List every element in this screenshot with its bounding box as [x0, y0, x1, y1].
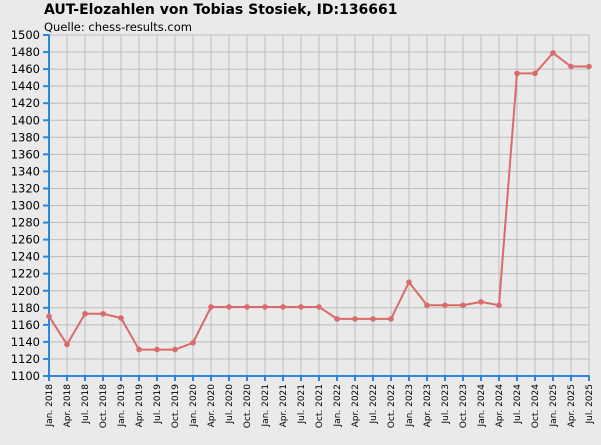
xtick-label: Jul. 2025: [585, 384, 595, 425]
ytick-label: 1140: [11, 335, 40, 349]
data-point: [172, 346, 178, 353]
xtick-label: Jul. 2022: [369, 384, 379, 425]
xtick-label: Jan. 2021: [261, 384, 271, 428]
ytick-label: 1420: [11, 96, 40, 110]
data-point: [244, 304, 250, 310]
data-point: [550, 50, 556, 56]
ytick-label: 1200: [11, 284, 40, 298]
data-point: [568, 63, 574, 70]
ytick-label: 1180: [11, 301, 40, 315]
xtick-label: Jan. 2023: [405, 384, 415, 428]
xtick-label: Oct. 2022: [387, 384, 397, 428]
data-point: [100, 310, 106, 317]
ytick-label: 1480: [11, 45, 40, 59]
ytick-label: 1440: [11, 79, 40, 93]
data-point: [64, 341, 70, 348]
ytick-label: 1360: [11, 147, 40, 161]
data-point: [388, 316, 394, 322]
xtick-label: Oct. 2024: [531, 384, 541, 428]
label-layer: 1100 1120 1140 1160 1180 1200 1220 1240 1260 1280…: [11, 28, 595, 428]
data-point: [226, 304, 232, 310]
data-point: [280, 304, 286, 310]
xtick-label: Oct. 2020: [243, 384, 253, 428]
ytick-label: 1400: [11, 113, 40, 127]
point-layer: [46, 50, 592, 353]
ytick-label: 1340: [11, 164, 40, 178]
xtick-label: Oct. 2019: [171, 384, 181, 428]
xtick-label: Oct. 2021: [315, 384, 325, 428]
ytick-label: 1220: [11, 267, 40, 281]
data-point: [46, 313, 52, 320]
data-point: [298, 304, 304, 310]
xtick-label: Jan. 2018: [45, 384, 55, 428]
xtick-label: Apr. 2024: [495, 384, 505, 428]
xtick-label: Jul. 2019: [153, 384, 163, 425]
ytick-label: 1120: [11, 352, 40, 366]
xtick-label: Jan. 2020: [189, 384, 199, 428]
data-point: [442, 302, 448, 309]
data-point: [154, 346, 160, 353]
ytick-label: 1240: [11, 250, 40, 264]
data-point: [496, 302, 502, 309]
data-point: [514, 70, 520, 77]
xtick-label: Apr. 2025: [567, 384, 577, 427]
xtick-label: Apr. 2021: [279, 384, 289, 427]
xtick-label: Oct. 2023: [459, 384, 469, 428]
ytick-label: 1380: [11, 130, 40, 144]
ytick-label: 1160: [11, 318, 40, 332]
xtick-label: Apr. 2019: [135, 384, 145, 428]
xtick-label: Oct. 2018: [99, 384, 109, 428]
data-point: [82, 310, 88, 317]
chart-subtitle: Quelle: chess-results.com: [44, 20, 192, 34]
data-point: [118, 315, 124, 321]
xtick-label: Apr. 2023: [423, 384, 433, 427]
data-point: [136, 346, 142, 353]
xtick-label: Jan. 2019: [117, 384, 127, 428]
xtick-label: Apr. 2018: [63, 384, 73, 428]
data-point: [262, 304, 268, 310]
ytick-label: 1260: [11, 233, 40, 247]
xtick-label: Jan. 2022: [333, 384, 343, 428]
xtick-label: Jul. 2023: [441, 384, 451, 425]
data-point: [352, 316, 358, 322]
chart-title: AUT-Elozahlen von Tobias Stosiek, ID:136…: [44, 2, 398, 18]
ytick-label: 1100: [11, 369, 40, 383]
data-point: [370, 316, 376, 322]
xtick-label: Apr. 2022: [351, 384, 361, 427]
data-point: [424, 302, 430, 309]
xtick-label: Jul. 2021: [297, 384, 307, 425]
xtick-label: Jul. 2024: [513, 384, 523, 425]
data-point: [316, 304, 322, 310]
data-point: [190, 339, 196, 346]
xtick-label: Jan. 2024: [477, 384, 487, 428]
data-point: [208, 304, 214, 310]
data-point: [532, 70, 538, 77]
grid-layer: [48, 34, 590, 377]
data-point: [460, 302, 466, 309]
data-point: [406, 279, 412, 286]
xtick-label: Jul. 2018: [81, 384, 91, 425]
data-point: [586, 63, 592, 70]
data-point: [478, 299, 484, 305]
data-point: [334, 316, 340, 322]
xtick-label: Apr. 2020: [207, 384, 217, 428]
ytick-label: 1320: [11, 181, 40, 195]
ytick-label: 1500: [11, 28, 40, 42]
xtick-label: Jul. 2020: [225, 384, 235, 425]
ytick-label: 1460: [11, 62, 40, 76]
ytick-label: 1280: [11, 216, 40, 230]
ytick-label: 1300: [11, 199, 40, 213]
axis-layer: [43, 34, 590, 381]
xtick-label: Jan. 2025: [549, 384, 559, 428]
